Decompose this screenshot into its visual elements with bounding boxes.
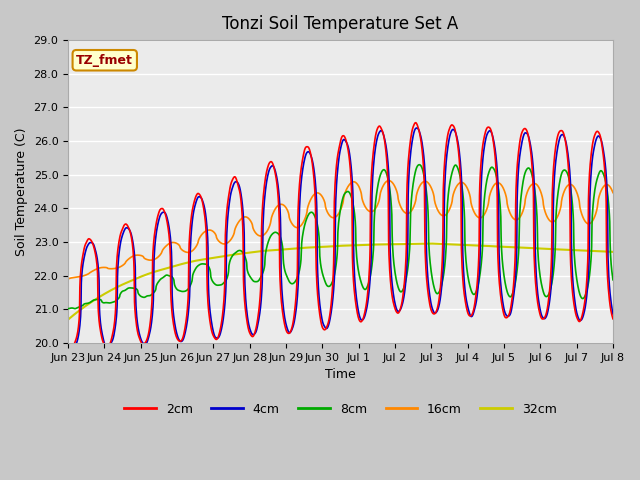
Legend: 2cm, 4cm, 8cm, 16cm, 32cm: 2cm, 4cm, 8cm, 16cm, 32cm — [120, 398, 562, 421]
X-axis label: Time: Time — [325, 368, 356, 381]
Title: Tonzi Soil Temperature Set A: Tonzi Soil Temperature Set A — [223, 15, 459, 33]
Y-axis label: Soil Temperature (C): Soil Temperature (C) — [15, 127, 28, 256]
Text: TZ_fmet: TZ_fmet — [76, 54, 133, 67]
